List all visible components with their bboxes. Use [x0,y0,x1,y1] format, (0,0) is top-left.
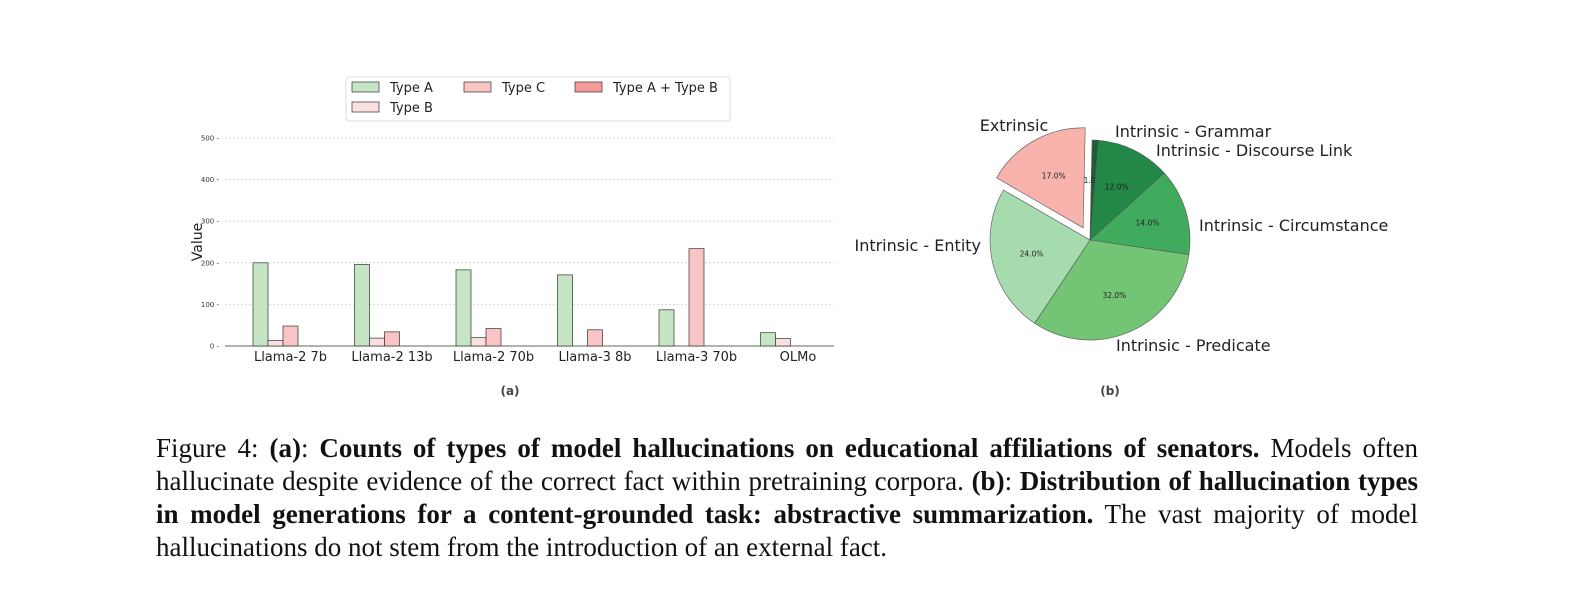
pie-pct-label: 32.0% [1102,291,1126,300]
pie-slice-label: Intrinsic - Entity [854,236,981,255]
panel-label-b: (b) [1100,384,1120,398]
legend-label: Type A + Type B [612,81,718,96]
figure-caption: Figure 4: (a): Counts of types of model … [156,432,1418,564]
bar-type-c [688,248,705,347]
legend-swatch [574,81,603,93]
pie-pct-label: 17.0% [1042,172,1066,181]
y-tick-label: 200 - [201,259,220,267]
pie-slice-label: Intrinsic - Circumstance [1199,216,1388,235]
pie-slice-intrinsic-discourse-link [1089,140,1165,241]
bar-type-c [587,329,603,347]
x-tick-label: Llama-2 13b [351,350,432,365]
pie-slice-intrinsic-entity [989,189,1091,324]
caption-a-text: Models often hallucinate despite evidenc… [156,433,1418,496]
pie-slice-label: Intrinsic - Predicate [1116,336,1271,355]
pie-pct-label: 14.0% [1136,219,1160,228]
caption-b-label: (b) [971,466,1005,496]
legend-swatch [463,81,492,93]
pie-slice-label: Intrinsic - Grammar [1115,122,1272,141]
pie-slice-intrinsic-circumstance [1089,172,1191,255]
x-tick-label: Llama-2 70b [453,350,534,365]
bar-type-a [557,274,573,347]
legend-label: Type B [389,101,433,116]
legend-swatch [351,101,380,113]
bar-chart: 0 - 100 - 200 - 300 - 400 - 500 - Value Llama-2… [190,76,834,398]
y-tick-label: 500 - [201,135,220,143]
caption-sep1: : [300,433,320,463]
x-tick-label: Llama-3 8b [558,350,631,365]
pie-pct-label: 1.0% [1084,176,1103,185]
legend-label: Type A [389,81,433,96]
pie-pct-label: 24.0% [1020,250,1044,259]
pie-pct-label: 12.0% [1105,182,1129,191]
x-tick-label: Llama-2 7b [254,350,327,365]
bar-type-a [252,262,269,347]
bar-type-c [282,325,299,347]
pie-chart: 17.0% Extrinsic 1.0% Intrinsic - Grammar 12.… [854,116,1388,398]
bar-type-a [658,309,675,347]
y-tick-label: 100 - [201,301,220,309]
x-tick-label: OLMo [780,350,817,365]
legend: Type A Type B Type C Type A + Type B [345,76,731,122]
pie-slice-label: Intrinsic - Discourse Link [1156,141,1353,160]
panel-label-a: (a) [500,384,519,398]
legend-swatch [351,81,380,93]
caption-a-title: Counts of types of model hallucinations … [319,433,1260,463]
y-tick-label: 400 - [201,176,220,184]
caption-prefix: Figure 4: [156,433,270,463]
caption-b-title: Distribution of hallucination types in m… [156,466,1418,529]
bar-type-b [775,338,791,347]
bar-type-a [354,264,370,347]
bar-type-a [455,269,472,347]
pie-slice-intrinsic-predicate [1034,239,1190,341]
pie-slice-extrinsic [996,127,1086,229]
legend-box [345,76,731,122]
y-axis-label: Value [190,223,206,261]
caption-b-text: The vast majority of model hallucination… [156,499,1418,562]
caption-a-label: (a) [269,433,301,463]
bar-type-c [485,328,502,347]
caption-sep2: : [1004,466,1020,496]
legend-label: Type C [501,81,545,96]
pie-slice-label: Extrinsic [980,116,1049,135]
bar-type-c [384,331,400,347]
x-tick-label: Llama-3 70b [656,350,737,365]
y-tick-label: 0 - [210,343,220,351]
y-tick-label: 300 - [201,218,220,226]
